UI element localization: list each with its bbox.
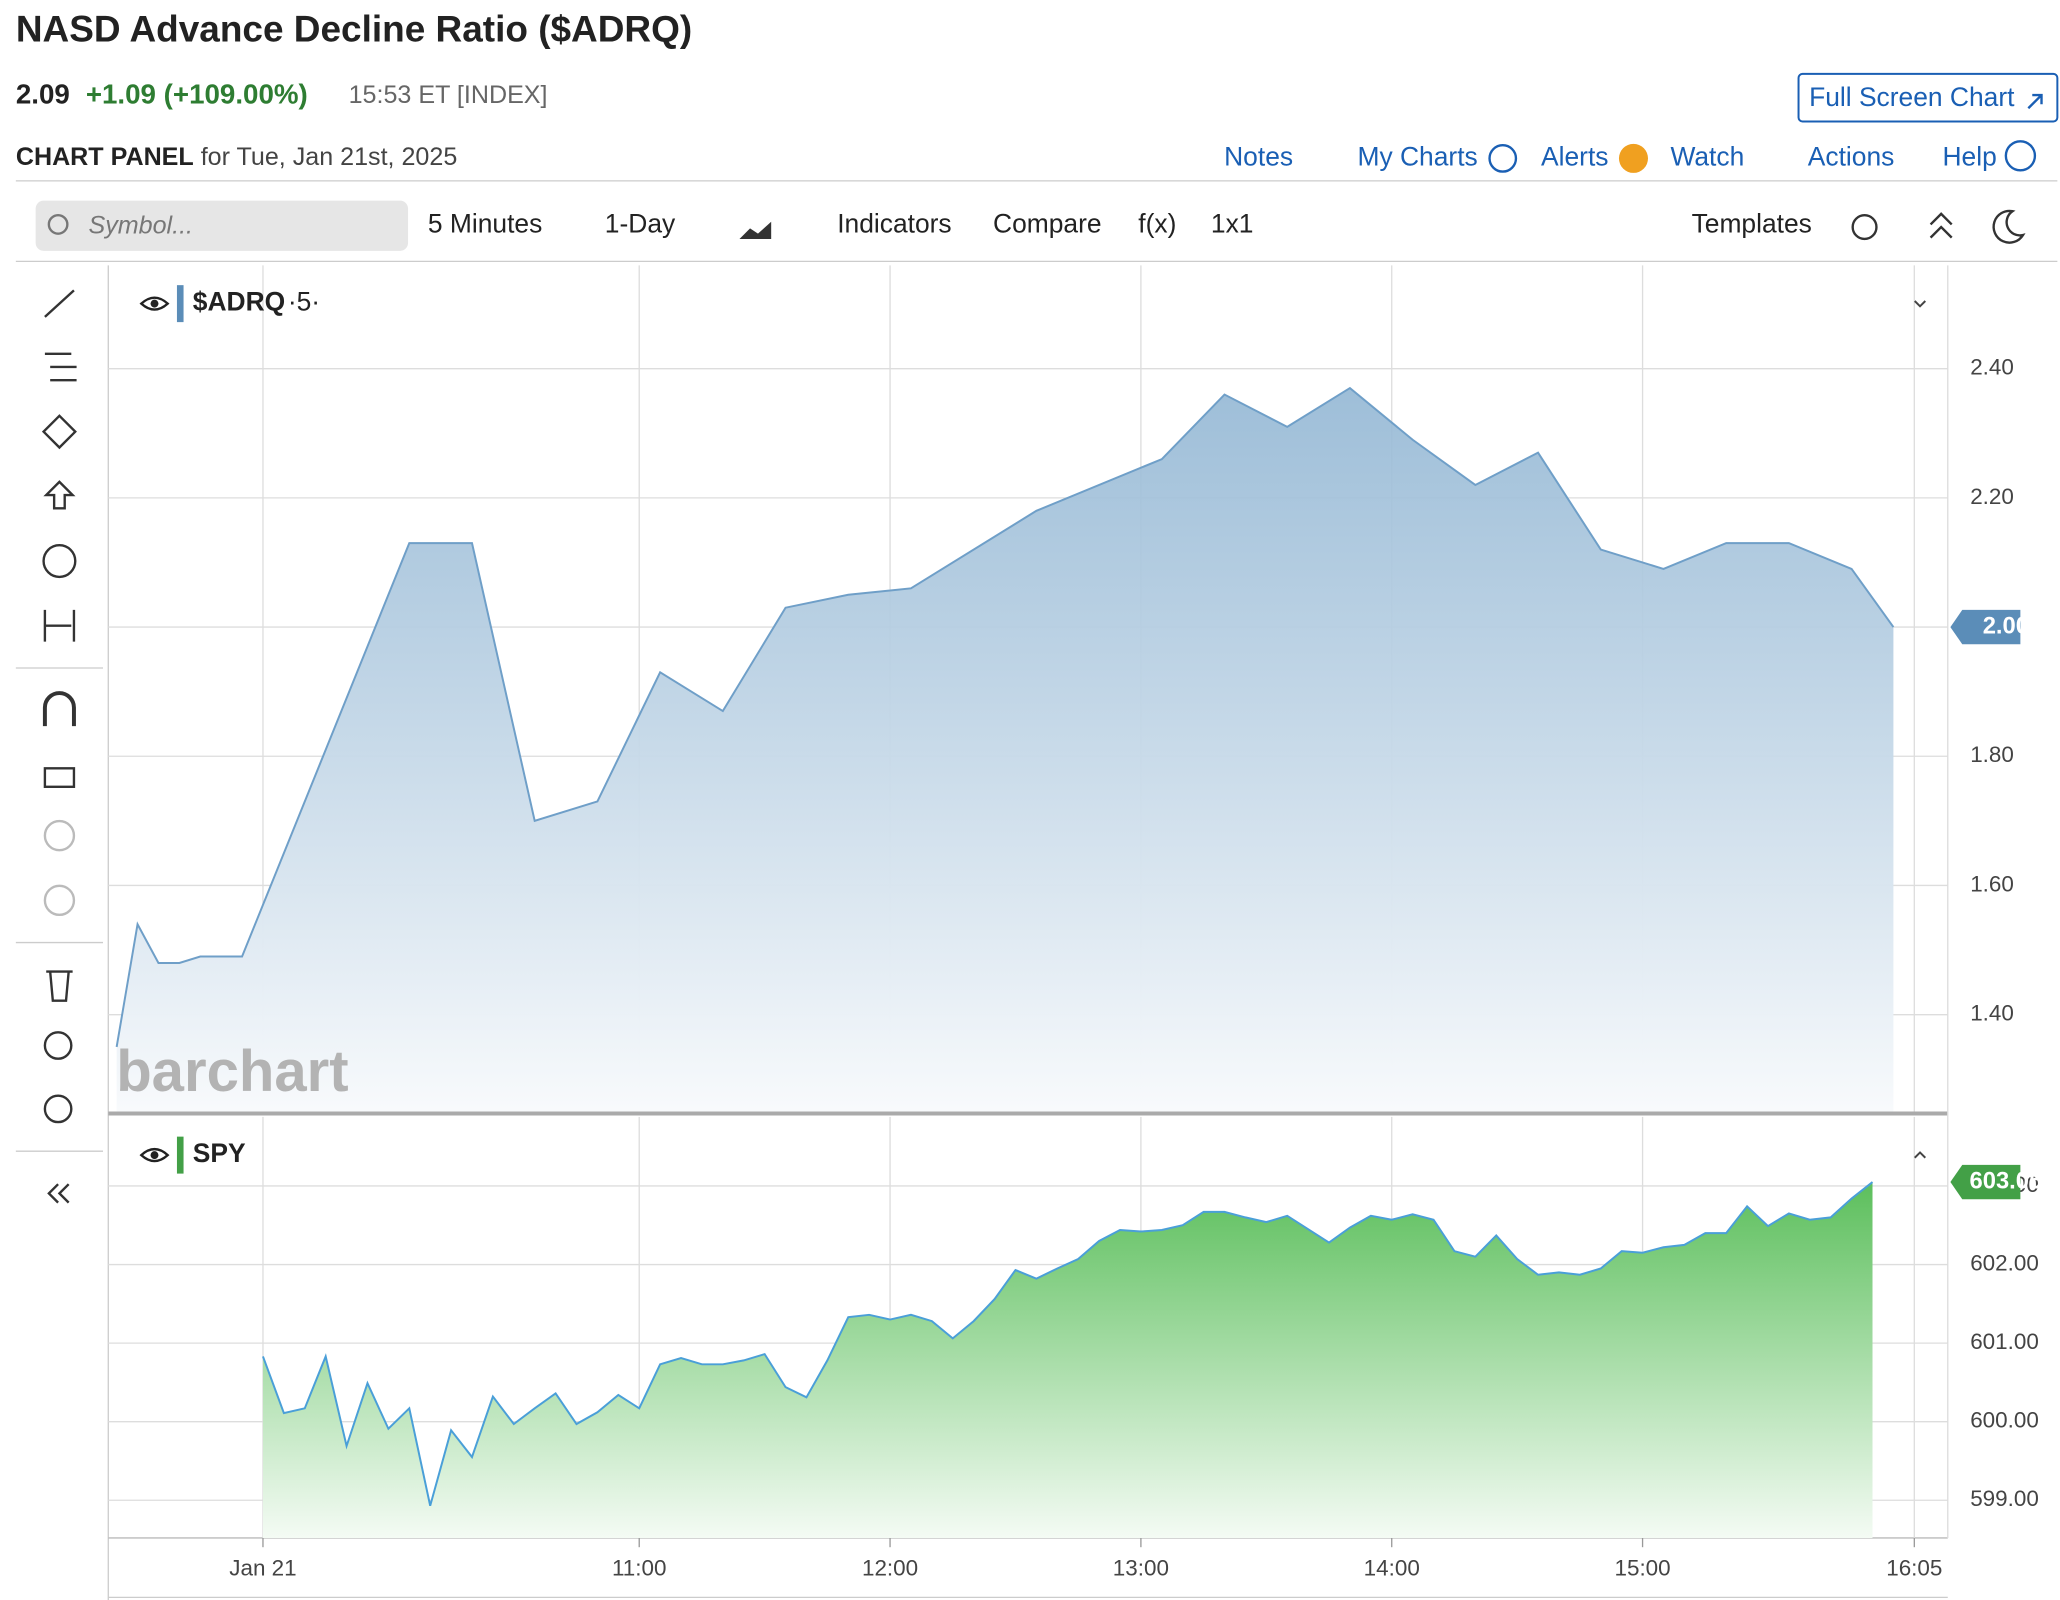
external-icon: [2027, 93, 2043, 110]
quote-meta: 15:53 ET [INDEX]: [349, 81, 548, 109]
y-tick-label: 2.40: [1970, 355, 2014, 380]
area-fill: [262, 1182, 1873, 1538]
y-tick-label: 1.40: [1970, 1001, 2014, 1026]
tool-icon[interactable]: [42, 544, 77, 579]
x-tick-label: 11:00: [612, 1556, 666, 1581]
tool-icon[interactable]: [43, 767, 76, 788]
theme-icon[interactable]: [1992, 209, 2026, 244]
search-placeholder[interactable]: Symbol...: [88, 212, 193, 240]
toolbar-item[interactable]: Templates: [1692, 209, 1812, 239]
x-tick-label: 13:00: [1113, 1556, 1169, 1581]
y-tick-label: 600.00: [1970, 1408, 2039, 1433]
eye-pupil: [150, 1151, 159, 1160]
menu-item[interactable]: Alerts: [1541, 141, 1608, 171]
watermark: barchart: [116, 1039, 348, 1104]
menu-item[interactable]: Notes: [1224, 141, 1293, 171]
eye-pupil: [150, 299, 159, 308]
toolbar-item[interactable]: Indicators: [837, 209, 951, 239]
chart-type-icon[interactable]: [739, 221, 772, 239]
tool-icon[interactable]: [43, 1031, 73, 1060]
last-value-tag: [1950, 609, 2021, 645]
tool-icon[interactable]: [43, 1094, 73, 1124]
y-tick-label: 2.20: [1970, 484, 2014, 509]
tool-icon[interactable]: [43, 819, 76, 852]
area-line: [115, 386, 1895, 1048]
price-change: +1.09 (+109.00%): [86, 79, 308, 110]
toolbar-item[interactable]: 5 Minutes: [428, 209, 542, 239]
alert-icon: [1618, 143, 1648, 173]
pane-toggle: [1914, 300, 1927, 308]
toolbar-item[interactable]: 1-Day: [605, 209, 676, 239]
fullscreen-label[interactable]: Full Screen Chart: [1809, 82, 2015, 112]
area-fill: [116, 388, 1894, 1112]
page-title: NASD Advance Decline Ratio ($ADRQ): [16, 8, 692, 49]
drawing-tools: [15, 289, 103, 1204]
tool-icon[interactable]: [47, 1183, 70, 1204]
tool-icon[interactable]: [42, 691, 76, 727]
x-tick-label: 16:05: [1886, 1556, 1942, 1581]
symbol-search[interactable]: [35, 200, 409, 251]
legend-interval: ·5·: [288, 287, 320, 317]
menu-item[interactable]: Help: [1942, 141, 1996, 171]
legend-swatch: [176, 1136, 184, 1174]
y-tick-label: 1.60: [1970, 871, 2014, 896]
panel-date: for Tue, Jan 21st, 2025: [201, 143, 458, 171]
pane-toggle: [1914, 1151, 1927, 1159]
panel-label: CHART PANEL: [16, 143, 194, 171]
help-icon: [2004, 140, 2037, 172]
legend-label: SPY: [193, 1138, 246, 1168]
tool-icon[interactable]: [43, 884, 76, 917]
y-tick-label: 601.00: [1970, 1329, 2039, 1354]
last-value-tag: [1950, 1164, 2021, 1200]
x-tick-label: 14:00: [1364, 1556, 1420, 1581]
search-icon: [47, 213, 69, 235]
menu-item[interactable]: My Charts: [1357, 141, 1477, 171]
area-line: [262, 1181, 1874, 1507]
last-value-label: 603.05: [1970, 1167, 2043, 1194]
collapse-icon[interactable]: [1929, 212, 1953, 239]
legend-swatch: [176, 285, 184, 323]
tool-icon[interactable]: [44, 289, 75, 318]
last-value-label: 2.00: [1983, 612, 2029, 639]
legend-label: $ADRQ: [193, 287, 285, 317]
tool-icon[interactable]: [46, 970, 73, 1002]
toolbar-item[interactable]: Compare: [993, 209, 1102, 239]
tool-icon[interactable]: [41, 414, 77, 450]
x-tick-label: 15:00: [1614, 1556, 1670, 1581]
y-tick-label: 1.80: [1970, 742, 2014, 767]
tool-icon[interactable]: [43, 480, 76, 510]
tool-icon[interactable]: [43, 609, 76, 642]
last-price: 2.09: [16, 79, 70, 110]
y-tick-label: 602.00: [1970, 1250, 2039, 1275]
add-icon: [1488, 144, 1518, 173]
menu-item[interactable]: Actions: [1808, 141, 1895, 171]
tool-icon[interactable]: [44, 352, 77, 382]
y-tick-label: 599.00: [1970, 1486, 2039, 1511]
toolbar-item[interactable]: f(x): [1138, 209, 1176, 239]
x-tick-label: 12:00: [862, 1556, 918, 1581]
eye-icon: [139, 1147, 170, 1163]
toolbar-item[interactable]: 1x1: [1211, 209, 1254, 239]
menu-item[interactable]: Watch: [1670, 141, 1744, 171]
eye-icon: [139, 296, 170, 311]
x-tick-label: Jan 21: [229, 1556, 296, 1581]
settings-icon[interactable]: [1851, 213, 1878, 241]
fullscreen-button[interactable]: [1797, 72, 2059, 123]
